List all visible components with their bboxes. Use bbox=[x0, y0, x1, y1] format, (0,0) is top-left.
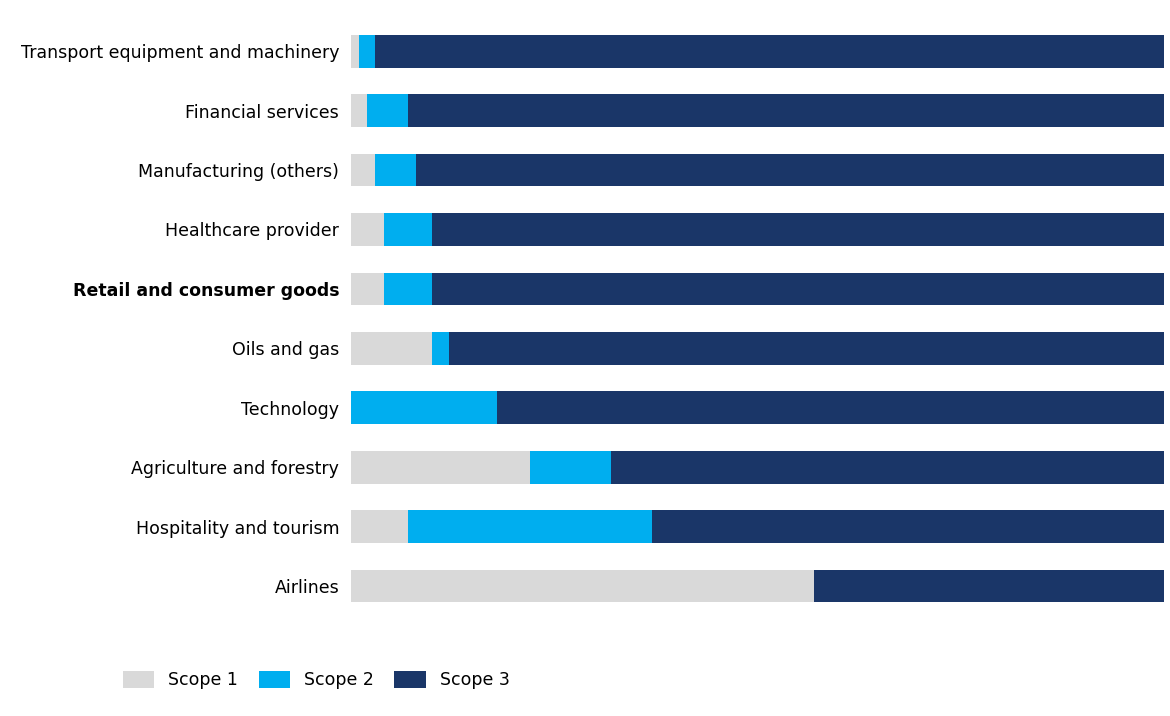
Bar bbox=[497, 392, 1164, 424]
Legend: Scope 1, Scope 2, Scope 3: Scope 1, Scope 2, Scope 3 bbox=[116, 664, 516, 696]
Bar bbox=[417, 154, 1164, 186]
Bar bbox=[351, 35, 359, 67]
Bar bbox=[408, 95, 1164, 127]
Bar bbox=[433, 332, 448, 364]
Bar bbox=[376, 35, 1164, 67]
Bar bbox=[384, 273, 433, 305]
Bar bbox=[384, 213, 433, 246]
Bar bbox=[611, 451, 1164, 483]
Bar bbox=[351, 511, 408, 543]
Bar bbox=[351, 213, 384, 246]
Bar bbox=[367, 95, 408, 127]
Bar bbox=[408, 511, 652, 543]
Bar bbox=[351, 332, 433, 364]
Bar bbox=[351, 154, 376, 186]
Bar bbox=[652, 511, 1164, 543]
Bar bbox=[351, 451, 530, 483]
Bar bbox=[351, 273, 384, 305]
Bar bbox=[530, 451, 611, 483]
Bar bbox=[359, 35, 376, 67]
Bar bbox=[433, 213, 1164, 246]
Bar bbox=[351, 570, 814, 602]
Bar bbox=[814, 570, 1164, 602]
Bar bbox=[376, 154, 417, 186]
Bar bbox=[448, 332, 1164, 364]
Bar bbox=[351, 95, 367, 127]
Bar bbox=[433, 273, 1164, 305]
Bar bbox=[351, 392, 497, 424]
